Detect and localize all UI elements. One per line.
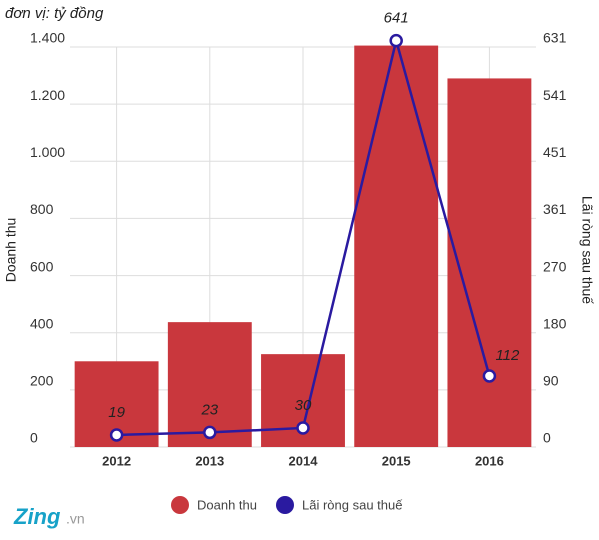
line-marker bbox=[203, 425, 217, 440]
line-marker bbox=[482, 369, 497, 383]
y2-tick-label: 180 bbox=[543, 316, 567, 332]
y-tick-label: 200 bbox=[30, 373, 54, 389]
logo-brand: Zing bbox=[13, 504, 61, 529]
x-tick-label: 2014 bbox=[289, 453, 319, 468]
data-label: 641 bbox=[384, 10, 409, 27]
y-tick-label: 1.000 bbox=[30, 144, 65, 160]
legend-label: Doanh thu bbox=[197, 497, 257, 512]
data-label: 23 bbox=[200, 401, 218, 418]
y-tick-label: 800 bbox=[30, 201, 54, 217]
data-label: 19 bbox=[108, 404, 125, 421]
y2-tick-label: 451 bbox=[543, 144, 567, 160]
y-axis-label: Doanh thu bbox=[3, 218, 19, 283]
line-marker bbox=[389, 33, 403, 48]
logo: Zing .vn bbox=[13, 504, 85, 529]
legend-swatch bbox=[276, 496, 294, 514]
logo-suffix: .vn bbox=[66, 511, 85, 527]
x-tick-label: 2015 bbox=[382, 453, 411, 468]
y-tick-label: 0 bbox=[30, 430, 38, 446]
legend-label: Lãi ròng sau thuế bbox=[302, 497, 403, 512]
x-tick-label: 2012 bbox=[102, 453, 131, 468]
x-tick-label: 2016 bbox=[475, 453, 504, 468]
line-marker bbox=[109, 428, 124, 442]
y2-tick-label: 0 bbox=[543, 430, 551, 446]
y2-tick-label: 541 bbox=[543, 87, 567, 103]
bar bbox=[354, 45, 439, 447]
data-label: 112 bbox=[495, 347, 520, 364]
legend-swatch bbox=[171, 496, 189, 514]
y-tick-label: 600 bbox=[30, 258, 54, 274]
y-tick-label: 400 bbox=[30, 315, 54, 331]
y-tick-label: 1.200 bbox=[30, 87, 65, 103]
y2-tick-label: 90 bbox=[543, 373, 559, 389]
y-tick-label: 1.400 bbox=[30, 30, 65, 46]
bar bbox=[447, 78, 532, 447]
data-label: 30 bbox=[295, 397, 312, 414]
y2-tick-label: 361 bbox=[543, 201, 567, 217]
line-marker bbox=[296, 421, 310, 435]
x-tick-label: 2013 bbox=[195, 453, 224, 468]
y2-axis-label: Lãi ròng sau thuế bbox=[579, 196, 595, 304]
y2-tick-label: 631 bbox=[543, 30, 567, 46]
chart-subtitle: đơn vị: tỷ đồng bbox=[5, 5, 104, 22]
y2-tick-label: 270 bbox=[543, 259, 567, 275]
